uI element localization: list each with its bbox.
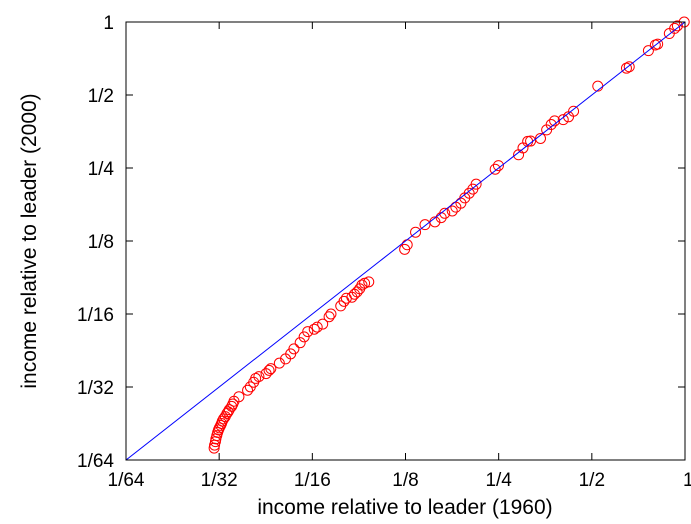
- data-point: [323, 311, 335, 323]
- data-point: [294, 337, 306, 349]
- data-point: [592, 80, 604, 92]
- data-point: [263, 364, 275, 376]
- data-point: [223, 404, 235, 416]
- x-tick-label: 1/8: [392, 470, 418, 491]
- data-point: [463, 187, 475, 199]
- data-point: [359, 277, 371, 289]
- x-tick-label: 1/64: [108, 470, 145, 491]
- y-tick-label: 1/2: [88, 86, 114, 107]
- data-point: [356, 279, 368, 291]
- data-point: [439, 207, 451, 219]
- data-point: [308, 323, 320, 335]
- y-tick-label: 1/16: [77, 305, 114, 326]
- y-axis-label: income relative to leader (2000): [18, 93, 41, 388]
- data-point: [623, 61, 635, 73]
- data-point: [489, 163, 501, 175]
- x-axis: 1/64 1/32 1/16 1/8 1/4 1/2 1: [108, 22, 691, 491]
- y-tick-label: 1/8: [88, 232, 114, 253]
- x-tick-label: 1/2: [579, 470, 605, 491]
- data-point: [233, 391, 245, 403]
- data-point: [253, 371, 265, 383]
- y-tick-label: 1/64: [77, 451, 114, 472]
- data-point: [492, 160, 504, 172]
- data-point: [446, 205, 458, 217]
- data-point: [317, 318, 329, 330]
- data-point: [222, 406, 234, 418]
- data-point: [669, 22, 681, 34]
- data-point: [652, 38, 664, 50]
- data-point: [288, 343, 300, 355]
- data-points: [208, 16, 690, 454]
- data-point: [242, 384, 254, 396]
- data-point: [470, 178, 482, 190]
- data-point: [525, 135, 537, 147]
- data-point: [348, 288, 360, 300]
- data-point: [325, 308, 337, 320]
- data-point: [363, 276, 375, 288]
- data-point: [535, 132, 547, 144]
- data-point: [642, 45, 654, 57]
- data-point: [311, 321, 323, 333]
- data-point: [302, 326, 314, 338]
- data-point: [410, 226, 422, 238]
- x-tick-label: 1/16: [294, 470, 331, 491]
- y-axis: 1/64 1/32 1/16 1/8 1/4 1/2 1: [77, 13, 685, 472]
- data-point: [265, 363, 277, 375]
- data-point: [557, 114, 569, 126]
- x-tick-label: 1: [683, 470, 691, 491]
- x-tick-label: 1/4: [485, 470, 512, 491]
- data-point: [273, 357, 285, 369]
- data-point: [545, 119, 557, 131]
- data-point: [419, 219, 431, 231]
- x-axis-label: income relative to leader (1960): [257, 496, 552, 519]
- data-point: [671, 20, 683, 32]
- reference-line: [125, 21, 686, 461]
- x-tick-label: 1/32: [201, 470, 238, 491]
- y-tick-label: 1/32: [77, 378, 114, 399]
- y-tick-label: 1/4: [88, 159, 115, 180]
- y-tick-label: 1: [103, 13, 114, 34]
- data-point: [568, 105, 580, 117]
